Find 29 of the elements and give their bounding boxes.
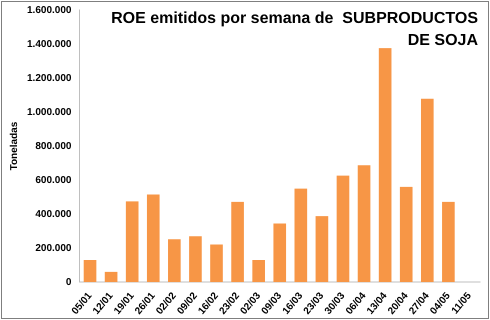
bar <box>146 194 160 282</box>
bar <box>126 201 139 282</box>
bar <box>378 48 392 282</box>
y-tick-label: 1.600.000 <box>26 4 72 16</box>
y-tick-label: 600.000 <box>35 174 72 186</box>
y-tick-label: 0 <box>66 276 72 288</box>
y-axis-title: Toneladas <box>8 121 20 170</box>
y-tick-label: 400.000 <box>35 208 72 220</box>
bar <box>168 239 181 282</box>
bar <box>442 202 455 282</box>
bar <box>210 244 223 282</box>
bar <box>84 260 96 282</box>
bar <box>273 223 286 282</box>
bar <box>104 272 118 282</box>
bar <box>252 260 265 282</box>
bar <box>294 188 308 282</box>
bar <box>358 165 370 282</box>
bar <box>231 202 244 282</box>
bar <box>336 176 350 282</box>
bar <box>189 236 202 282</box>
y-tick-label: 800.000 <box>35 140 72 152</box>
bar <box>420 98 434 282</box>
y-tick-label: 200.000 <box>35 242 72 254</box>
y-tick-label: 1.200.000 <box>26 72 72 84</box>
y-tick-label: 1.400.000 <box>26 38 72 50</box>
bar <box>400 186 413 282</box>
text: ROE emitidos por semana de SUBPRODUCTOS DE SOJA <box>110 9 478 51</box>
y-tick-label: 1.000.000 <box>26 106 72 118</box>
bar <box>316 216 328 282</box>
